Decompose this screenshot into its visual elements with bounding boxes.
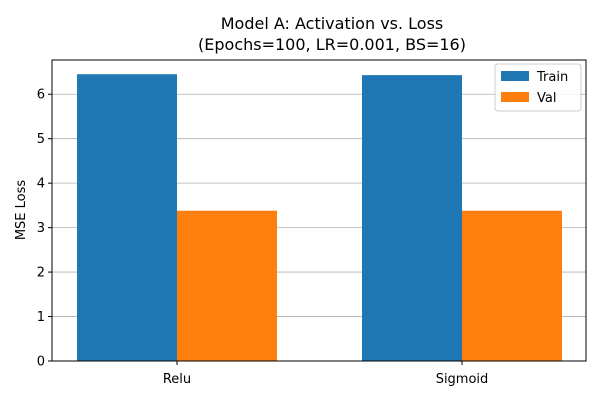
chart-title: Model A: Activation vs. Loss (221, 14, 444, 33)
bar-train-relu (77, 74, 177, 361)
legend-swatch-train (501, 71, 529, 81)
y-axis-ticks: 0 1 2 3 4 5 6 (37, 88, 52, 370)
y-tick-label: 5 (37, 132, 45, 147)
bar-train-sigmoid (362, 75, 462, 361)
bar-val-relu (177, 210, 277, 361)
legend-swatch-val (501, 92, 529, 102)
y-tick-label: 1 (37, 310, 45, 325)
chart-subtitle: (Epochs=100, LR=0.001, BS=16) (198, 35, 466, 54)
y-tick-label: 4 (37, 177, 45, 192)
legend-label-val: Val (537, 91, 556, 106)
x-tick-label: Sigmoid (436, 372, 489, 387)
x-axis-ticks: Relu Sigmoid (163, 361, 488, 387)
bars (77, 74, 562, 361)
y-tick-label: 3 (37, 221, 45, 236)
x-tick-label: Relu (163, 372, 191, 387)
y-tick-label: 2 (37, 266, 45, 281)
legend-label-train: Train (536, 70, 568, 85)
y-tick-label: 0 (37, 355, 45, 370)
y-tick-label: 6 (37, 88, 45, 103)
bar-val-sigmoid (462, 210, 562, 361)
legend: Train Val (494, 63, 582, 112)
plot-frame (51, 59, 587, 362)
y-axis-label: MSE Loss (14, 180, 29, 241)
